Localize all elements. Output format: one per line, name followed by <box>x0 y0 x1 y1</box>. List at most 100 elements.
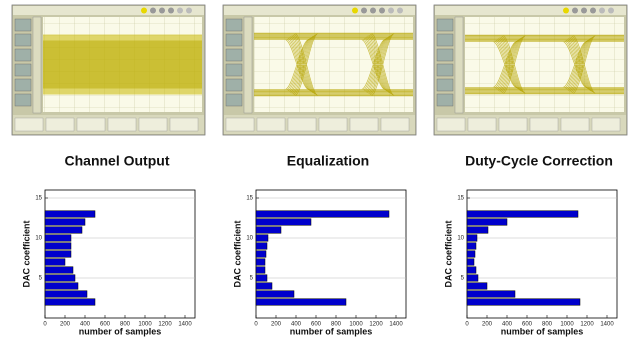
status-cell <box>139 118 167 131</box>
bar <box>256 299 346 306</box>
toolbar-button <box>186 8 192 14</box>
bar <box>256 219 311 226</box>
y-tick-label: 5 <box>461 276 465 282</box>
status-cell <box>170 118 198 131</box>
bar <box>45 219 85 226</box>
x-tick-label: 200 <box>271 322 282 328</box>
toolbar-button <box>141 8 147 14</box>
x-axis-label: number of samples <box>290 326 373 336</box>
x-tick-label: 200 <box>482 322 493 328</box>
bar <box>467 275 478 282</box>
side-button <box>437 64 453 76</box>
toolbar-button <box>572 8 578 14</box>
bar <box>256 235 268 242</box>
status-cell <box>468 118 496 131</box>
status-cell <box>77 118 105 131</box>
menu-bar <box>224 6 415 15</box>
toolbar-button <box>397 8 403 14</box>
figure: Channel Output51015020040060080010001200… <box>0 0 633 338</box>
side-button <box>437 79 453 91</box>
plot-grid <box>254 17 413 112</box>
chart-title: Duty-Cycle Correction <box>465 153 613 169</box>
toolbar-button <box>388 8 394 14</box>
bar <box>256 243 267 250</box>
waveform-core <box>43 41 202 89</box>
menu-bar <box>13 6 204 15</box>
x-tick-label: 0 <box>465 322 469 328</box>
toolbar-button <box>370 8 376 14</box>
side-button <box>437 19 453 31</box>
bar <box>45 251 71 258</box>
status-cell <box>530 118 558 131</box>
x-tick-label: 0 <box>43 322 47 328</box>
bar <box>467 211 578 218</box>
side-button <box>15 34 31 46</box>
bar <box>256 267 265 274</box>
y-tick-label: 10 <box>457 236 464 242</box>
status-cell <box>592 118 620 131</box>
y-tick-label: 15 <box>246 196 253 202</box>
bar <box>467 267 476 274</box>
y-tick-label: 15 <box>35 196 42 202</box>
bar <box>45 299 95 306</box>
y-tick-label: 10 <box>35 236 42 242</box>
bar <box>45 291 87 298</box>
bar <box>256 227 281 234</box>
status-cell <box>15 118 43 131</box>
status-cell <box>561 118 589 131</box>
bar <box>467 299 580 306</box>
bar <box>467 227 488 234</box>
status-cell <box>499 118 527 131</box>
side-button <box>15 64 31 76</box>
side-button <box>226 64 242 76</box>
bar <box>256 291 294 298</box>
side-button <box>226 49 242 61</box>
x-axis-label: number of samples <box>79 326 162 336</box>
bar <box>45 275 75 282</box>
side-button <box>437 49 453 61</box>
x-tick-label: 1400 <box>389 322 403 328</box>
bar <box>256 211 389 218</box>
side-button <box>226 19 242 31</box>
x-tick-label: 0 <box>254 322 258 328</box>
bar <box>467 251 475 258</box>
bar <box>256 283 272 290</box>
scope-screenshots <box>12 5 627 135</box>
status-cell <box>257 118 285 131</box>
x-axis-label: number of samples <box>501 326 584 336</box>
toolbar-button <box>608 8 614 14</box>
bar <box>45 243 71 250</box>
bar <box>45 283 78 290</box>
side-button <box>226 94 242 106</box>
side-tab <box>244 17 252 113</box>
bar <box>467 291 515 298</box>
bar <box>467 235 477 242</box>
bar <box>467 243 476 250</box>
bar <box>45 267 73 274</box>
status-cell <box>226 118 254 131</box>
side-tab <box>33 17 41 113</box>
toolbar-button <box>177 8 183 14</box>
side-button <box>15 49 31 61</box>
toolbar-button <box>361 8 367 14</box>
status-cell <box>437 118 465 131</box>
bar <box>45 211 95 218</box>
side-button <box>15 19 31 31</box>
bar <box>256 275 267 282</box>
scope-window <box>12 5 205 135</box>
side-button <box>437 94 453 106</box>
bar <box>45 227 82 234</box>
toolbar-button <box>379 8 385 14</box>
toolbar-button <box>590 8 596 14</box>
status-cell <box>108 118 136 131</box>
bar <box>45 259 65 266</box>
side-button <box>437 34 453 46</box>
status-cell <box>350 118 378 131</box>
chart-title: Equalization <box>287 153 369 169</box>
status-cell <box>288 118 316 131</box>
toolbar-button <box>599 8 605 14</box>
toolbar-button <box>150 8 156 14</box>
bar <box>467 259 474 266</box>
status-cell <box>381 118 409 131</box>
toolbar-button <box>563 8 569 14</box>
